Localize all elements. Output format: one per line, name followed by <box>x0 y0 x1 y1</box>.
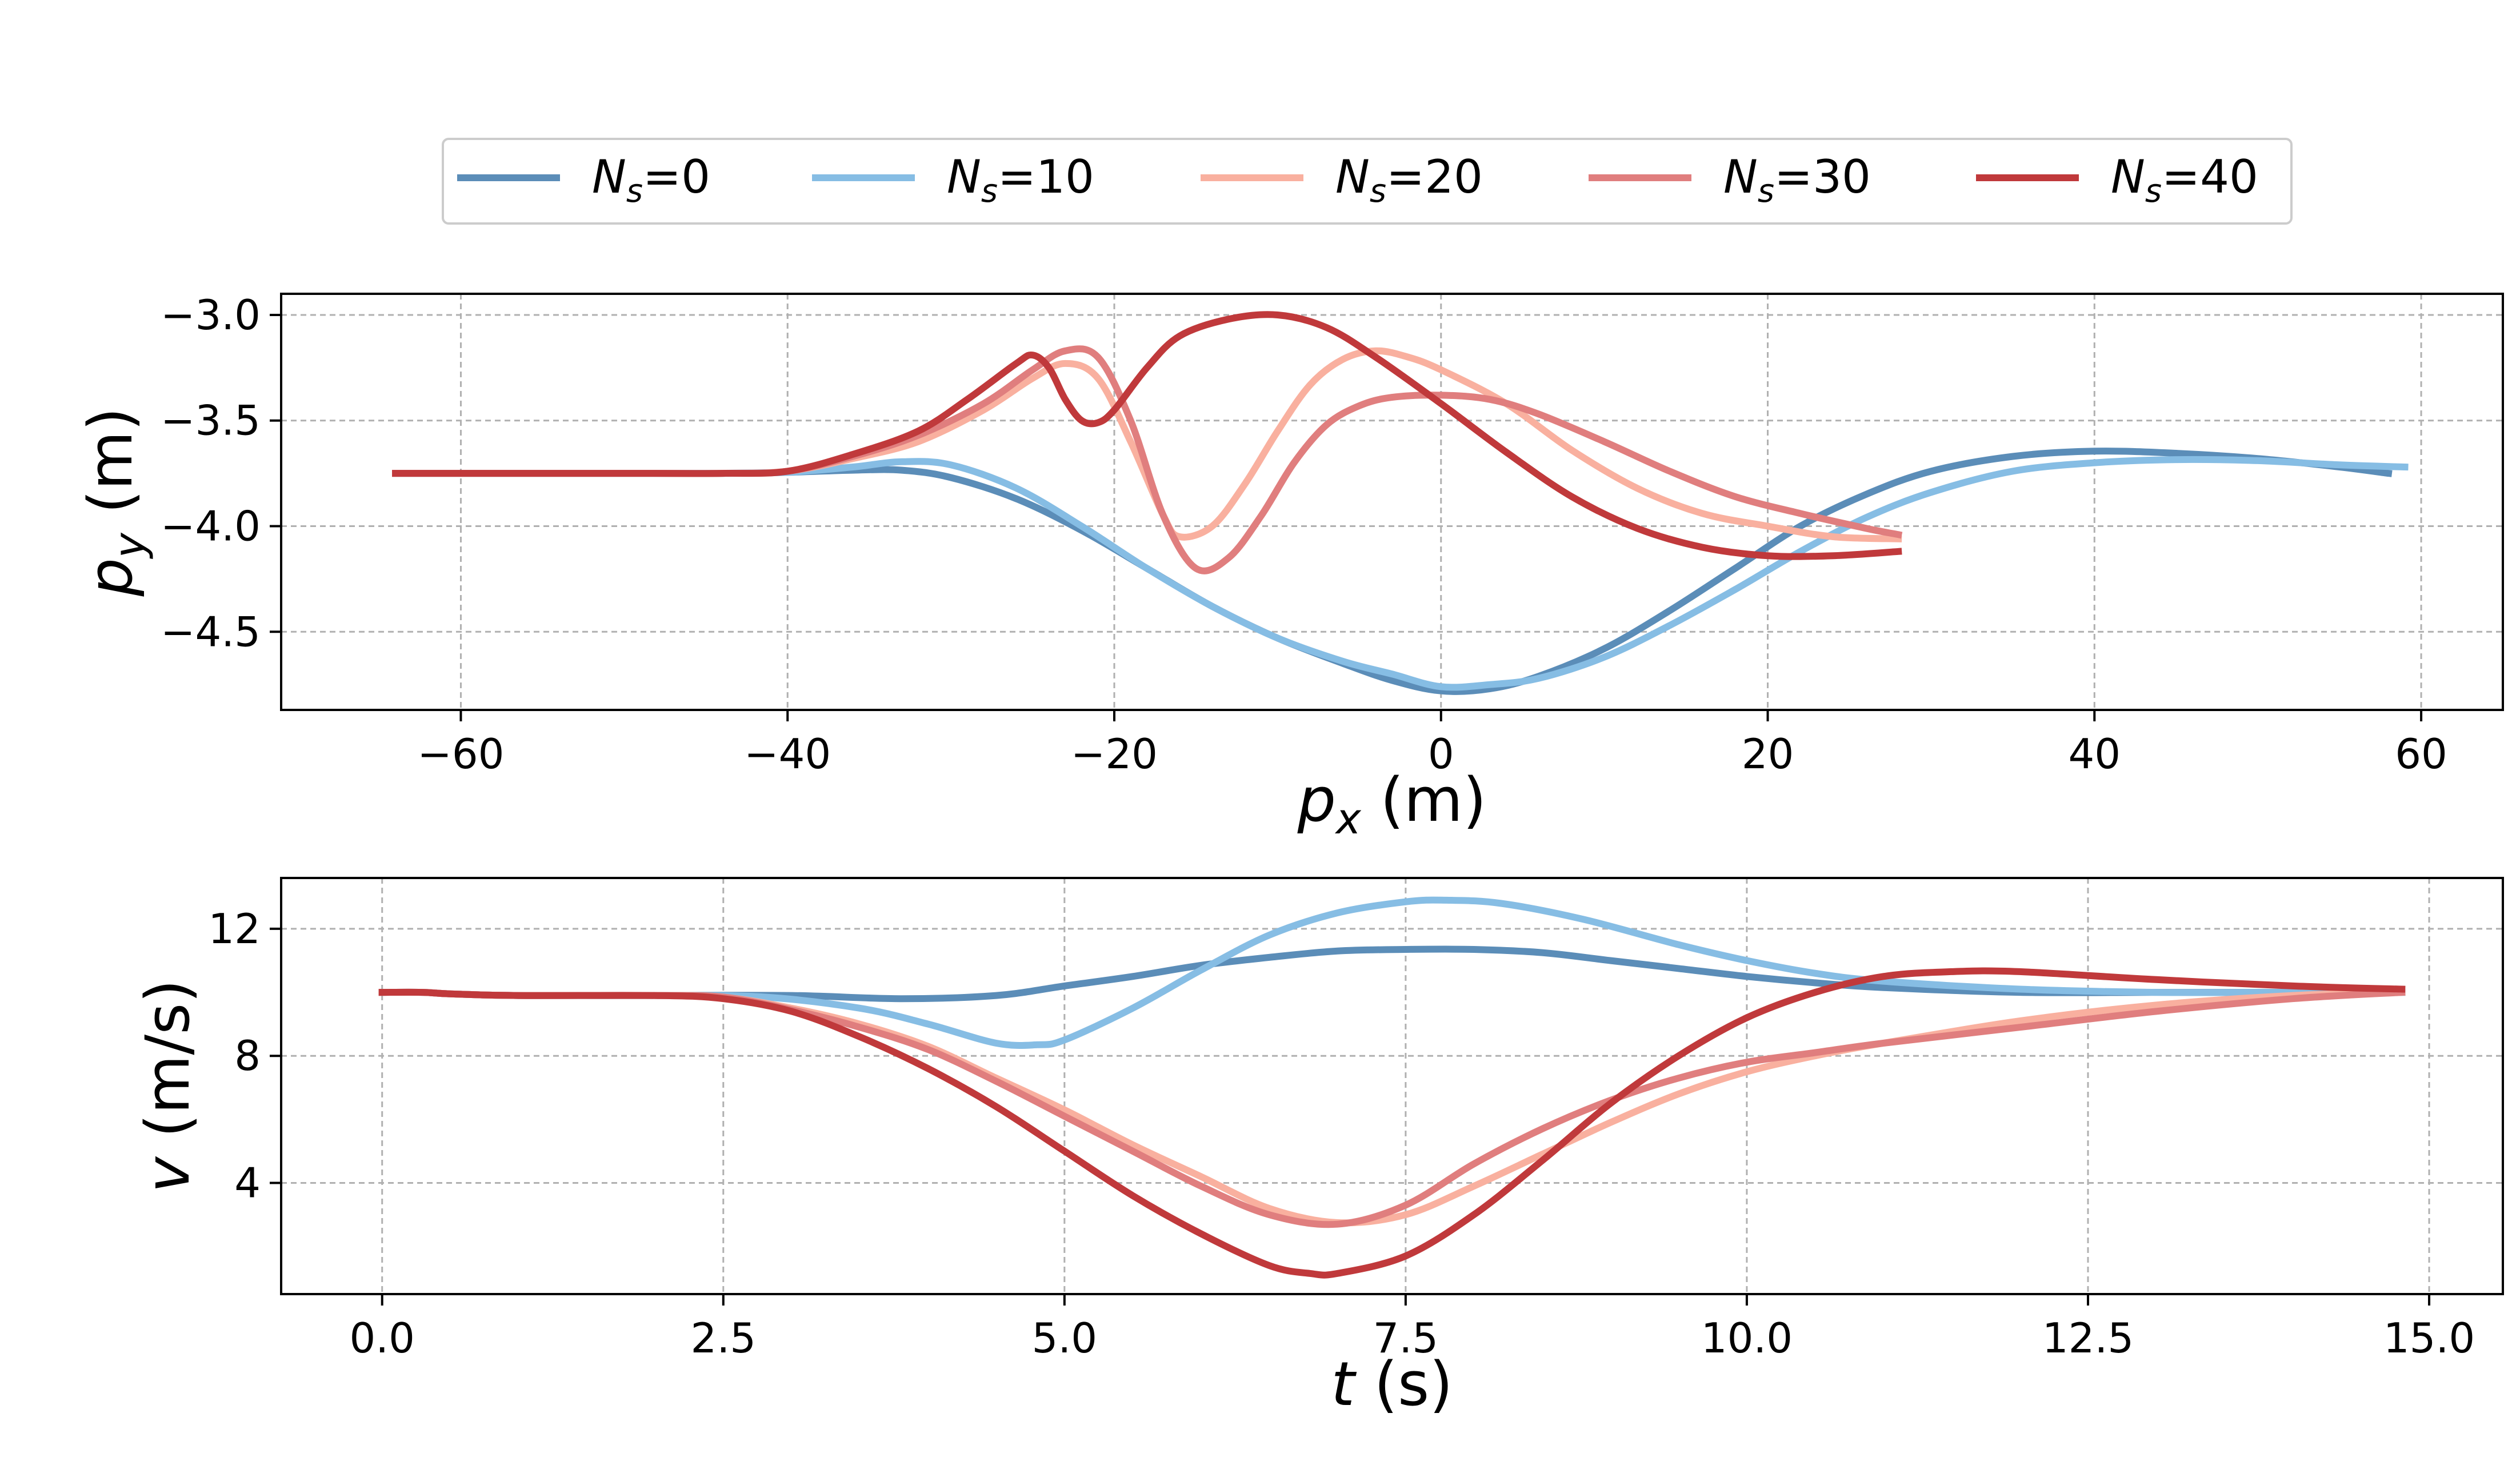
legend-entries: Ns=0 Ns=10 Ns=20 Ns=30 Ns=40 <box>457 150 2258 210</box>
x-tick-label: 60 <box>2395 730 2447 778</box>
x-tick-label: 2.5 <box>691 1314 757 1362</box>
x-tick-label: 15.0 <box>2383 1314 2475 1362</box>
velocity-ticks: 0.0 2.5 5.0 7.5 10.0 12.5 15.0 4 8 12 <box>208 905 2475 1362</box>
velocity-series <box>378 896 2406 1279</box>
series-line-ns10 <box>378 896 2406 1049</box>
legend-entry: Ns=20 <box>1201 150 1483 210</box>
y-tick-label: −3.5 <box>161 397 261 445</box>
x-tick-label: 5.0 <box>1032 1314 1098 1362</box>
series-line-ns40 <box>378 967 2406 1279</box>
legend-label: Ns=20 <box>1335 150 1483 210</box>
y-tick-label: 4 <box>234 1159 261 1207</box>
x-tick-label: 7.5 <box>1373 1314 1439 1362</box>
legend-entry: Ns=30 <box>1589 150 1871 210</box>
legend-frame <box>442 138 2293 225</box>
y-tick-label: −4.5 <box>161 608 261 656</box>
trajectory-series <box>392 311 2409 695</box>
trajectory-y-axis-label: py (m) <box>75 408 154 597</box>
trajectory-axes-frame <box>280 293 2504 711</box>
velocity-panel: 0.0 2.5 5.0 7.5 10.0 12.5 15.0 4 8 12 t (s) v (m/… <box>133 877 2504 1419</box>
velocity-y-axis-label: v (m/s) <box>133 979 203 1192</box>
x-tick-label: 20 <box>1742 730 1794 778</box>
legend-label: Ns=0 <box>592 150 710 210</box>
series-line-ns10 <box>392 456 2409 691</box>
trajectory-grid <box>281 294 2503 710</box>
y-tick-label: −3.0 <box>161 291 261 339</box>
x-tick-label: −20 <box>1071 730 1158 778</box>
x-tick-label: 0.0 <box>349 1314 415 1362</box>
legend: Ns=0 Ns=10 Ns=20 Ns=30 Ns=40 <box>442 138 2293 225</box>
trajectory-panel: −60 −40 −20 0 20 40 60−3.0−3.5−4.0−4.5 px (m) … <box>75 291 2504 844</box>
velocity-axes-frame <box>280 877 2504 1295</box>
x-tick-label: 12.5 <box>2042 1314 2134 1362</box>
y-tick-label: −4.0 <box>161 502 261 550</box>
series-line-ns20 <box>378 988 2406 1227</box>
legend-entry: Ns=40 <box>1976 150 2258 210</box>
velocity-grid <box>281 878 2503 1294</box>
legend-label: Ns=40 <box>2111 150 2258 210</box>
legend-label: Ns=30 <box>1723 150 1871 210</box>
trajectory-ticks: −60 −40 −20 0 20 40 60 −3.0 −3.5 −4.0 −4.5 <box>161 291 2447 778</box>
x-tick-label: −60 <box>417 730 504 778</box>
legend-entry: Ns=10 <box>812 150 1094 210</box>
y-tick-label: 8 <box>234 1032 261 1080</box>
trajectory-x-axis-label: px (m) <box>1297 765 1487 844</box>
legend-entry: Ns=0 <box>457 150 710 210</box>
x-tick-label: 40 <box>2068 730 2121 778</box>
series-line-ns30 <box>378 988 2406 1228</box>
series-line-ns40 <box>392 311 1902 560</box>
x-tick-label: 0 <box>1428 730 1454 778</box>
series-line-ns20 <box>392 347 1902 542</box>
velocity-x-axis-label: t (s) <box>1331 1349 1453 1419</box>
series-line-ns0 <box>392 448 2393 695</box>
x-tick-label: −40 <box>744 730 831 778</box>
y-tick-label: 12 <box>208 905 261 953</box>
x-tick-label: 10.0 <box>1701 1314 1793 1362</box>
legend-label: Ns=10 <box>947 150 1094 210</box>
